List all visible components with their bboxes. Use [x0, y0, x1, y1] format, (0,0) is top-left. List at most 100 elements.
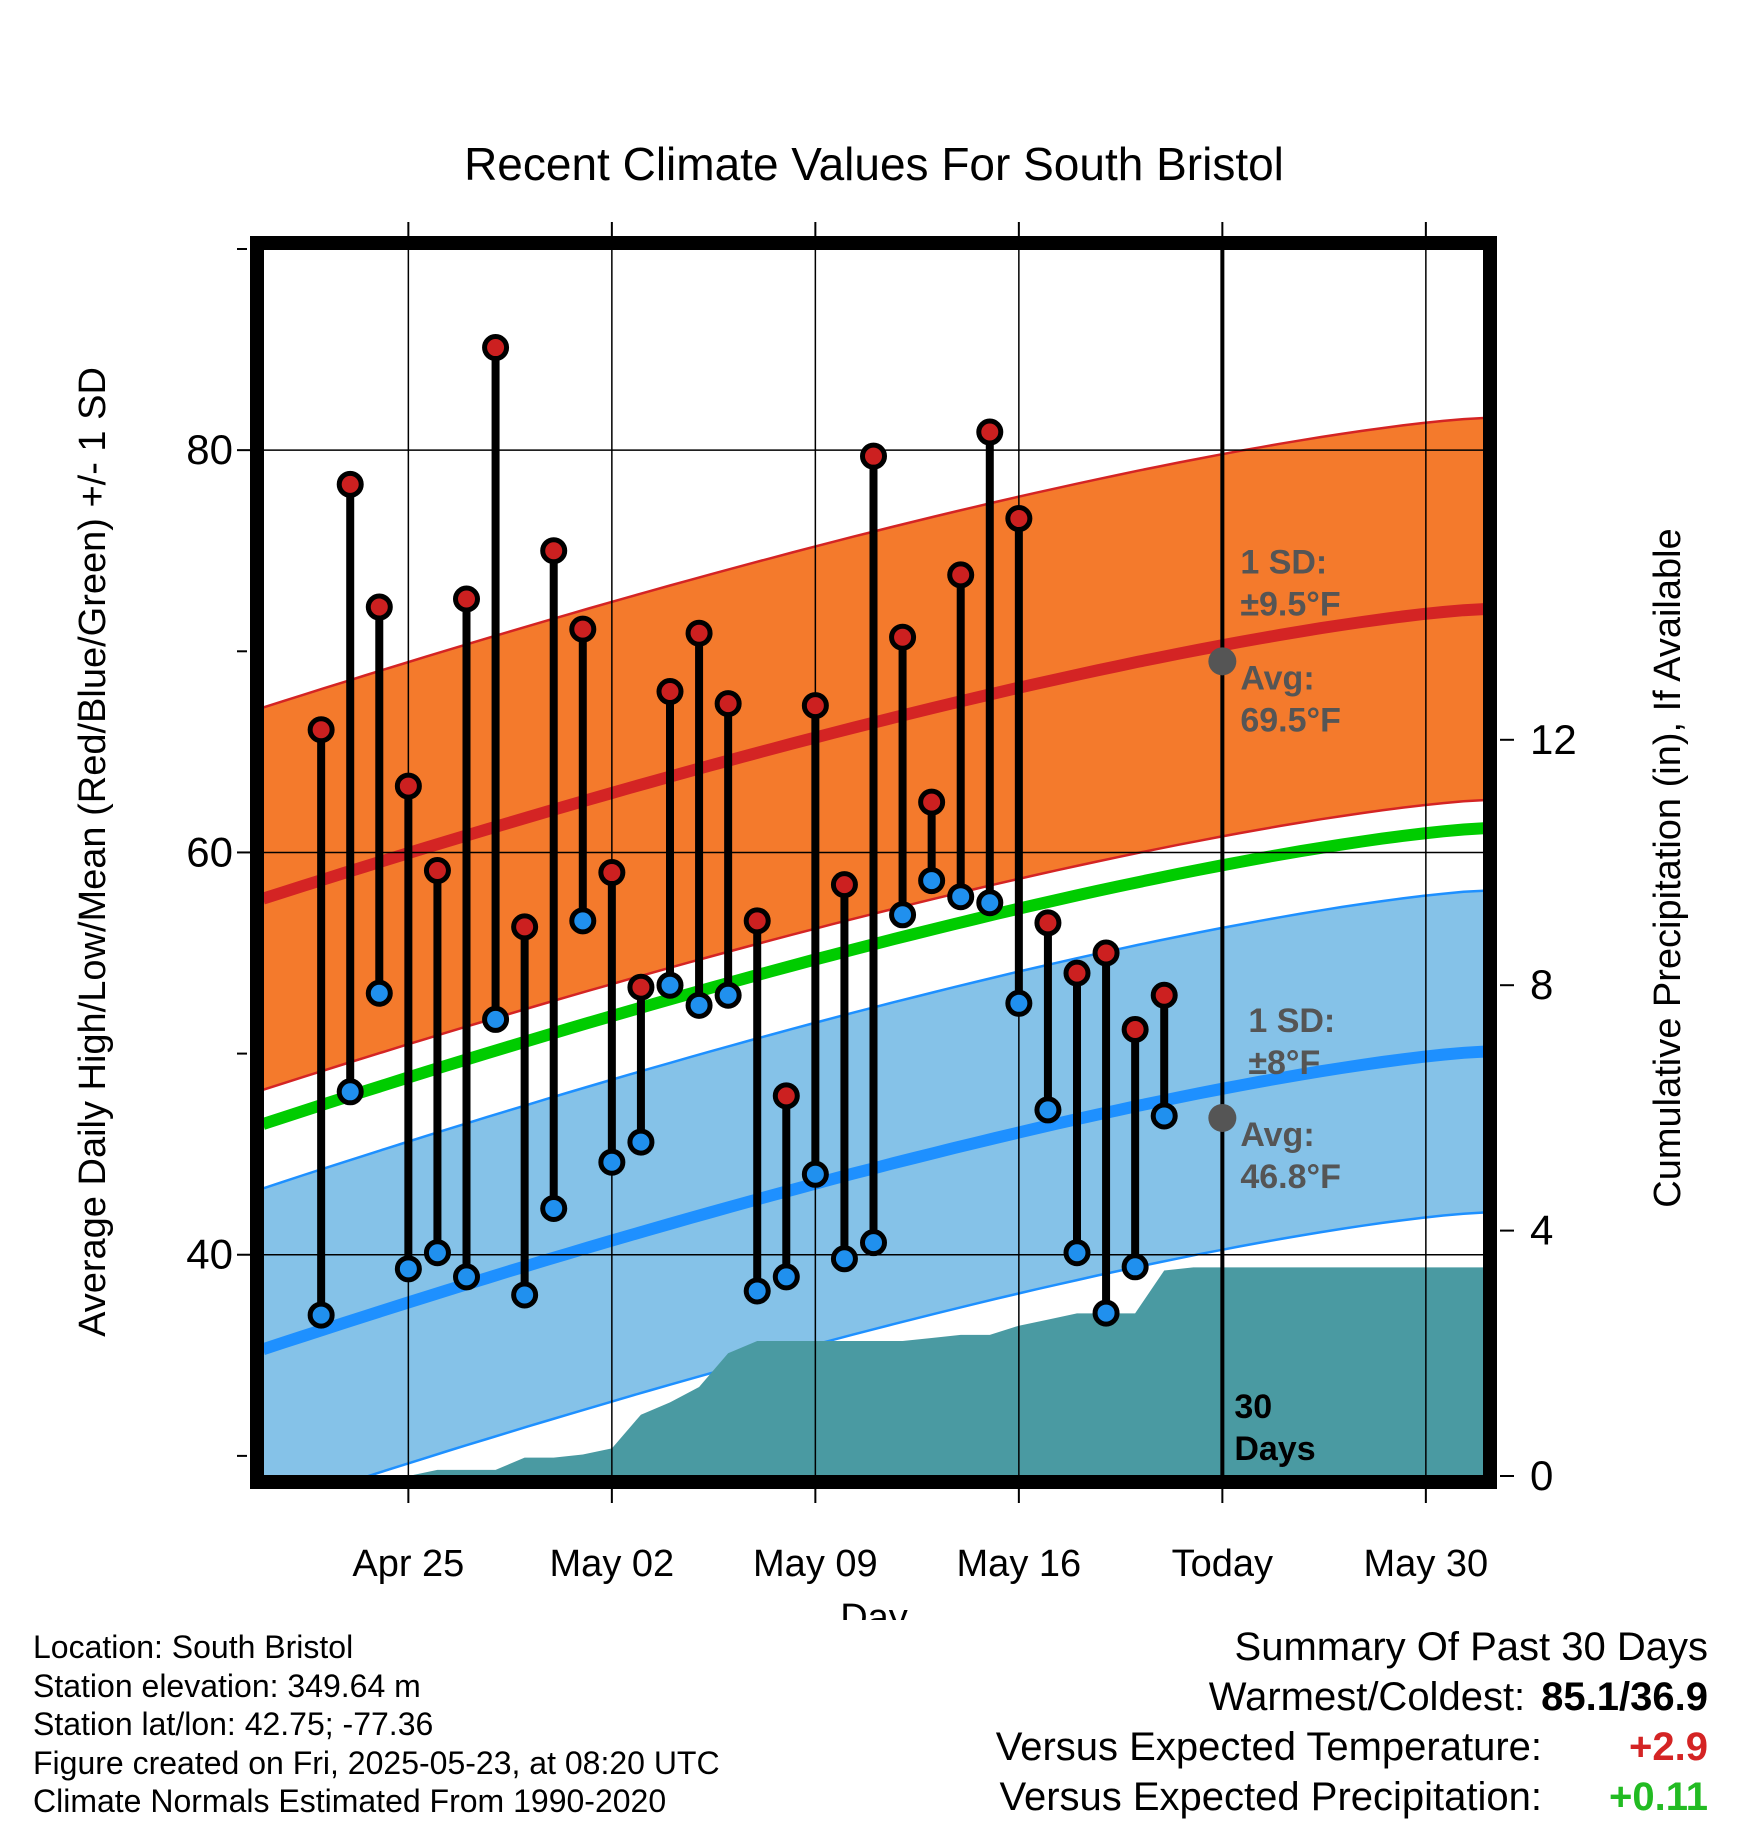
high-point — [482, 334, 510, 362]
x-tick-label: Apr 25 — [352, 1543, 464, 1585]
high-sd-value: ±9.5°F — [1240, 585, 1340, 623]
created-text: Figure created on Fri, 2025-05-23, at 08… — [33, 1744, 720, 1781]
low-point — [394, 1255, 422, 1283]
x-tick-label: Today — [1172, 1543, 1273, 1585]
summary-title: Summary Of Past 30 Days — [1234, 1625, 1708, 1669]
y-tick-label: 60 — [186, 828, 233, 875]
high-point — [1034, 909, 1062, 937]
low-point — [511, 1281, 539, 1309]
high-point — [976, 418, 1004, 446]
high-point — [365, 593, 393, 621]
precip-area — [263, 1267, 1484, 1476]
x-axis-label: Day — [840, 1597, 908, 1620]
today-days-label: Days — [1234, 1430, 1315, 1468]
y2-axis-label: Cumulative Precipitation (in), If Availa… — [1647, 528, 1689, 1207]
high-point — [1092, 939, 1120, 967]
y2-tick-label: 8 — [1530, 961, 1553, 1008]
low-avg-value: 46.8°F — [1240, 1158, 1341, 1196]
station-metadata: Location: South Bristol Station elevatio… — [33, 1628, 720, 1821]
high-point — [772, 1082, 800, 1110]
high-point — [394, 772, 422, 800]
x-tick-label: May 16 — [957, 1543, 1082, 1585]
plot-frame — [250, 236, 1497, 1489]
low-point — [714, 981, 742, 1009]
precip-row: Versus Expected Precipitation: +0.11 — [996, 1772, 1708, 1822]
high-point — [453, 585, 480, 613]
chart-title: Recent Climate Values For South Bristol — [464, 138, 1284, 190]
low-point — [1092, 1299, 1120, 1327]
warm-cold-label: Warmest/Coldest: — [1208, 1675, 1526, 1719]
temp-label: Versus Expected Temperature: — [995, 1725, 1542, 1769]
precip-value: +0.11 — [1608, 1775, 1708, 1819]
low-sd-value: ±8°F — [1248, 1044, 1320, 1082]
high-point — [1150, 981, 1178, 1009]
low-point — [685, 991, 713, 1019]
high-point — [860, 442, 887, 470]
y2-tick-label: 0 — [1530, 1452, 1553, 1499]
low-point — [772, 1263, 800, 1291]
high-sd-label: 1 SD: — [1240, 543, 1327, 581]
low-point — [540, 1194, 568, 1222]
high-point — [1063, 959, 1091, 987]
high-point — [511, 913, 539, 941]
low-point — [947, 883, 975, 911]
low-avg-label: Avg: — [1240, 1116, 1314, 1154]
low-point — [1063, 1239, 1091, 1267]
low-point — [423, 1239, 451, 1267]
low-point — [743, 1277, 771, 1305]
climate-chart: Recent Climate Values For South Bristol … — [72, 138, 1689, 1620]
high-point — [540, 537, 568, 565]
low-point — [976, 889, 1004, 917]
low-sd-band-lower — [364, 1211, 1484, 1476]
warm-cold-row: Warmest/Coldest: 85.1/36.9 — [996, 1672, 1708, 1722]
low-point — [1005, 989, 1033, 1017]
high-point — [947, 561, 975, 589]
warm-cold-value: 85.1/36.9 — [1541, 1675, 1708, 1719]
high-avg-label: Avg: — [1240, 659, 1314, 697]
high-point — [743, 907, 771, 935]
y-tick-label: 80 — [186, 426, 233, 473]
high-point — [685, 619, 713, 647]
y2-tick-label: 4 — [1530, 1207, 1553, 1254]
low-point — [889, 901, 917, 929]
low-point — [365, 979, 393, 1007]
high-point — [918, 788, 946, 816]
x-tick-label: May 30 — [1364, 1543, 1489, 1585]
y2-tick-label: 12 — [1530, 716, 1577, 763]
temp-value: +2.9 — [1629, 1725, 1708, 1769]
high-point — [714, 690, 742, 718]
high-point — [889, 623, 917, 651]
high-point — [830, 871, 858, 899]
high-point — [801, 692, 829, 720]
low-point — [656, 971, 684, 999]
low-point — [336, 1078, 364, 1106]
low-sd-label: 1 SD: — [1248, 1002, 1335, 1040]
low-point — [1121, 1253, 1149, 1281]
high-today-avg-marker — [1208, 647, 1237, 676]
high-point — [336, 470, 364, 498]
high-point — [569, 615, 597, 643]
normals-text: Climate Normals Estimated From 1990-2020 — [33, 1783, 667, 1819]
low-point — [1034, 1096, 1062, 1124]
latlon-text: Station lat/lon: 42.75; -77.36 — [33, 1706, 434, 1742]
summary-panel: Summary Of Past 30 Days Warmest/Coldest:… — [996, 1622, 1708, 1822]
low-point — [569, 907, 597, 935]
high-point — [598, 859, 626, 887]
low-point — [598, 1148, 626, 1176]
high-point — [627, 973, 655, 1001]
low-point — [453, 1263, 480, 1291]
high-avg-value: 69.5°F — [1240, 701, 1341, 739]
low-point — [830, 1245, 858, 1273]
x-tick-label: May 02 — [550, 1543, 675, 1585]
low-point — [1150, 1102, 1178, 1130]
y-tick-label: 40 — [186, 1231, 233, 1278]
high-point — [1005, 505, 1033, 533]
high-point — [1121, 1015, 1149, 1043]
location-text: Location: South Bristol — [33, 1629, 354, 1665]
y-axis-label: Average Daily High/Low/Mean (Red/Blue/Gr… — [72, 367, 114, 1337]
plot-area — [263, 249, 1484, 1476]
x-tick-label: May 09 — [753, 1543, 878, 1585]
low-today-avg-marker — [1208, 1103, 1237, 1132]
low-point — [307, 1301, 335, 1329]
low-point — [482, 1005, 510, 1033]
